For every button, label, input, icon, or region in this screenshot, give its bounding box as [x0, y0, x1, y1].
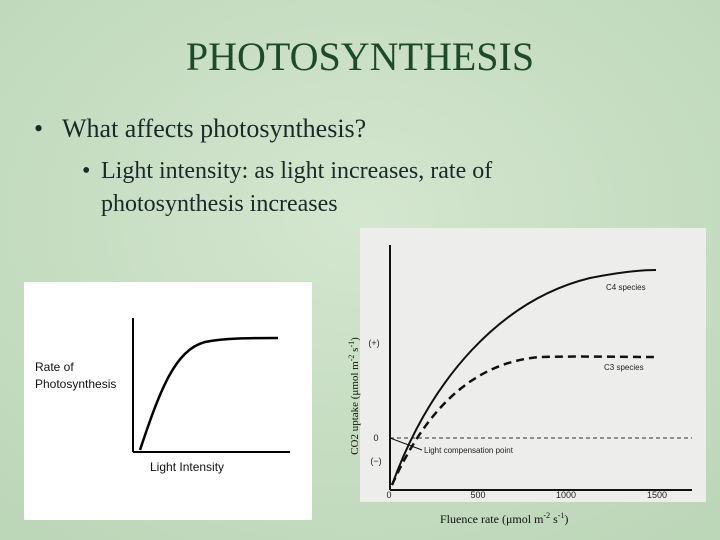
- y-tick-label: (−): [370, 456, 381, 466]
- axis-label: Light Intensity: [150, 460, 224, 474]
- figure-panel: [360, 228, 706, 502]
- sub-bullet-line: photosynthesis increases: [101, 191, 338, 217]
- y-tick-label: (+): [368, 338, 379, 348]
- x-tick-label: 0: [386, 490, 391, 500]
- pointer: [389, 437, 423, 451]
- label-part: -2: [347, 355, 356, 362]
- annotation: C3 species: [604, 363, 644, 372]
- curve: [138, 336, 279, 451]
- bullet-marker: •: [82, 158, 90, 184]
- axis-label: Photosynthesis: [35, 377, 116, 391]
- label-part: s: [349, 348, 361, 355]
- axis-label: Rate of: [35, 360, 74, 374]
- slide-title: PHOTOSYNTHESIS: [186, 34, 534, 79]
- c3-curve: [390, 355, 657, 486]
- annotation: C4 species: [606, 283, 646, 292]
- x-tick-label: 1000: [556, 490, 576, 500]
- label-part: ): [349, 337, 361, 341]
- annotation: Light compensation point: [424, 446, 514, 455]
- x-tick-label: 500: [470, 490, 485, 500]
- axis-label: Fluence rate (μmol m-2 s-1): [440, 511, 568, 526]
- bullet: What affects photosynthesis?: [62, 114, 366, 143]
- label-part: -2: [543, 511, 550, 520]
- label-part: ): [564, 512, 568, 526]
- right-figure: (+) 0 (−) 0 500 1000 1500 C4 species C3 …: [360, 228, 706, 502]
- left-figure: Rate of Photosynthesis Light Intensity: [24, 282, 312, 520]
- axis-label: CO2 uptake (μmol m-2 s-1): [347, 337, 361, 455]
- label-part: -1: [558, 511, 565, 520]
- x-tick-label: 1500: [647, 490, 667, 500]
- sub-bullet-line: Light intensity: as light increases, rat…: [101, 158, 492, 184]
- figure-panel: [24, 282, 312, 520]
- label-part: s: [550, 512, 558, 526]
- c4-curve: [391, 269, 657, 486]
- y-tick-label: 0: [373, 433, 378, 443]
- label-part: CO2 uptake (μmol m: [349, 361, 361, 455]
- label-part: Fluence rate (μmol m: [440, 512, 544, 526]
- label-part: -1: [347, 341, 356, 348]
- bullet-marker: •: [34, 114, 43, 143]
